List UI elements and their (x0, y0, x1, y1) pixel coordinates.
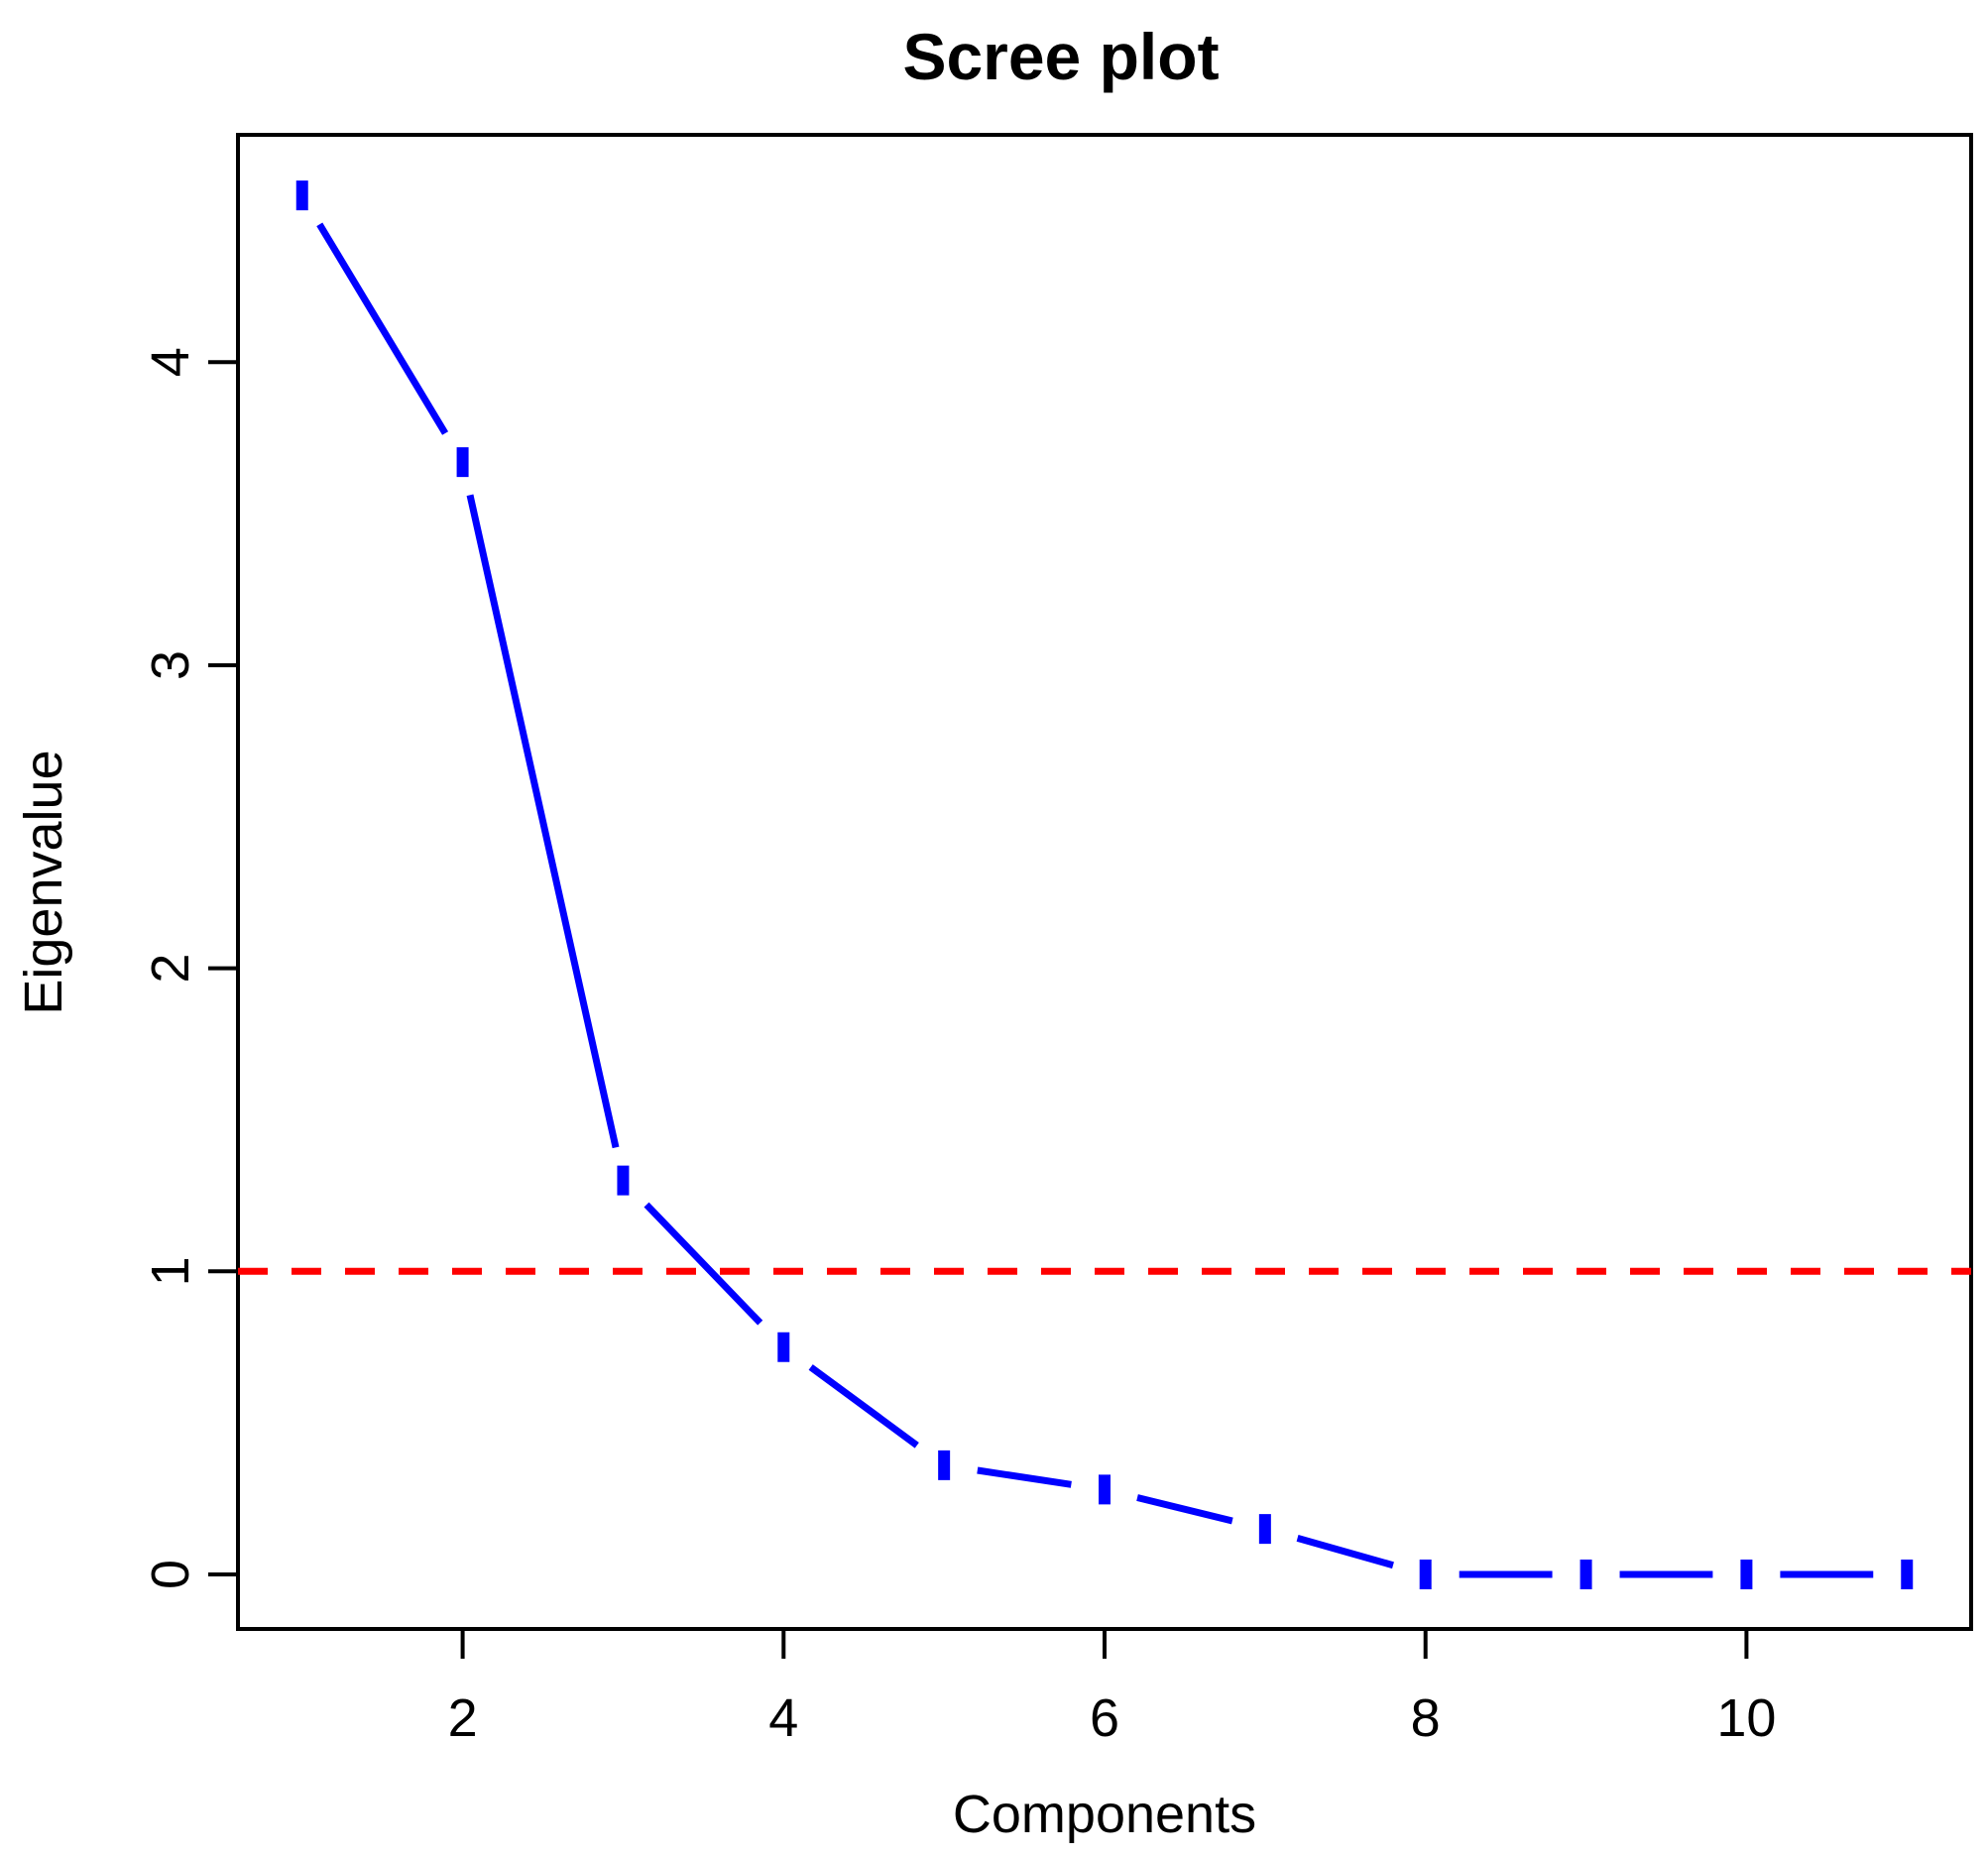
y-tick-label: 4 (141, 347, 200, 377)
x-tick-label: 6 (1090, 1688, 1119, 1748)
y-tick-label: 0 (141, 1560, 200, 1589)
x-axis-label: Components (953, 1785, 1256, 1844)
series-line-segment (316, 222, 449, 435)
x-axis: 2 4 6 8 10 (448, 1627, 1776, 1748)
x-tick-label: 4 (768, 1688, 798, 1748)
y-tick-label: 3 (141, 650, 200, 680)
y-axis-label: Eigenvalue (14, 750, 73, 1014)
x-tick-label: 10 (1716, 1688, 1776, 1748)
series-line-segment (466, 494, 620, 1149)
chart-title: Scree plot (902, 20, 1219, 93)
series-line-segment (1136, 1494, 1233, 1525)
y-tick-label: 1 (141, 1256, 200, 1286)
series-line-segment (643, 1202, 763, 1326)
x-tick-label: 8 (1411, 1688, 1441, 1748)
plot-frame (236, 133, 1973, 1631)
series-layer (295, 180, 1914, 1589)
series-line-segment (977, 1466, 1072, 1488)
x-tick-label: 2 (448, 1688, 478, 1748)
y-axis: 0 1 2 3 4 (141, 347, 240, 1589)
series-line-segment (1296, 1535, 1394, 1569)
y-tick-label: 2 (141, 954, 200, 984)
series-line-segment (808, 1364, 919, 1449)
